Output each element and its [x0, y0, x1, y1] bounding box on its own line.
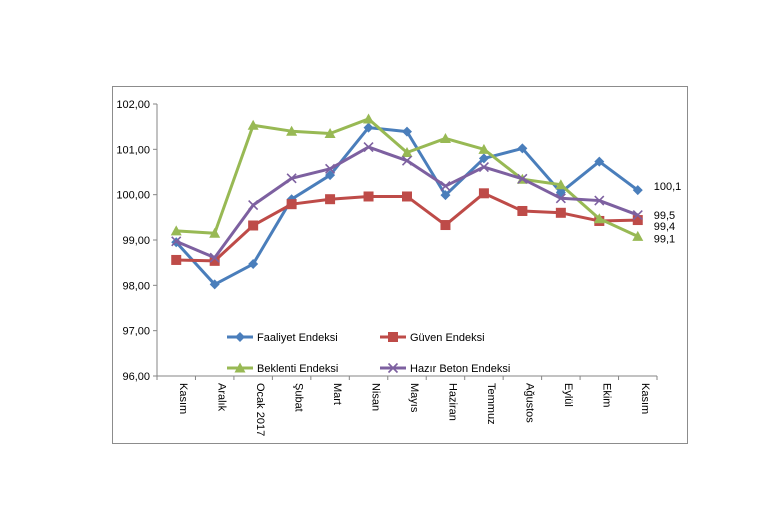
legend-marker: [387, 362, 399, 374]
legend-item: Faaliyet Endeksi: [227, 332, 338, 344]
data-point: [440, 180, 451, 192]
y-tick-label: 100,00: [116, 190, 150, 202]
data-point: [517, 143, 528, 154]
data-point: [209, 227, 221, 238]
data-point: [363, 191, 374, 202]
data-point: [209, 255, 220, 266]
chart-legend: Faaliyet Endeksi Güven Endeksi Beklenti En…: [227, 332, 510, 375]
legend-label: Güven Endeksi: [410, 332, 485, 344]
data-point: [632, 230, 644, 241]
legend-item: Beklenti Endeksi: [227, 362, 338, 375]
y-tick-label: 101,00: [116, 144, 150, 156]
data-point: [555, 193, 566, 204]
data-point: [324, 127, 336, 138]
x-tick-label: Eylül: [562, 383, 574, 407]
legend-marker: [235, 332, 245, 342]
data-point: [594, 195, 605, 206]
data-point: [555, 207, 566, 218]
data-point: [171, 236, 182, 247]
x-tick-label: Temmuz: [485, 383, 497, 425]
data-point: [363, 113, 375, 124]
data-point: [632, 210, 643, 221]
data-point: [325, 163, 336, 174]
data-point: [517, 205, 528, 216]
data-point: [363, 142, 374, 153]
series-line: [175, 145, 639, 260]
data-label: 100,1: [654, 181, 682, 193]
data-point: [286, 125, 298, 136]
data-point: [209, 252, 220, 263]
data-point: [593, 213, 605, 224]
data-point: [632, 215, 643, 226]
data-point: [440, 220, 451, 231]
chart-axes: [156, 104, 657, 377]
data-point: [363, 122, 374, 133]
x-tick-label: Haziran: [446, 383, 458, 421]
x-tick-label: Ekim: [600, 383, 612, 407]
data-point: [478, 153, 489, 164]
x-tick-label: Ocak 2017: [254, 383, 266, 436]
chart-series: [170, 113, 644, 290]
series-line: [176, 191, 638, 263]
line-chart: 96,00 97,00 98,00 99,00 100,00 101,00 102,00 K…: [116, 99, 682, 436]
data-point: [594, 156, 605, 167]
data-point: [325, 194, 336, 205]
series-haz-r-beton-endeksi: [171, 142, 643, 263]
data-point: [248, 220, 259, 231]
data-point: [170, 225, 182, 236]
data-point: [478, 161, 489, 173]
data-point: [171, 254, 182, 265]
y-tick-label: 96,00: [122, 371, 150, 383]
x-tick-label: Şubat: [293, 383, 305, 412]
x-tick-label: Kasım: [177, 383, 189, 414]
data-point: [478, 188, 489, 199]
data-point: [325, 170, 336, 181]
data-point: [402, 126, 412, 137]
y-tick-label: 99,00: [122, 235, 150, 247]
y-tick-label: 102,00: [116, 99, 150, 111]
data-point: [440, 190, 451, 201]
data-point: [401, 155, 413, 166]
data-point: [286, 199, 297, 210]
data-label: 99,1: [654, 233, 675, 245]
x-tick-label: Mart: [331, 383, 343, 405]
data-point: [517, 173, 528, 184]
legend-label: Hazır Beton Endeksi: [410, 363, 510, 375]
data-point: [286, 173, 297, 184]
x-tick-label: Aralık: [216, 383, 228, 412]
chart-annotations: 100,1 99,599,499,1: [654, 181, 682, 245]
y-tick-label: 97,00: [122, 326, 150, 338]
x-tick-label: Mayıs: [408, 383, 420, 413]
y-axis-ticks: 96,00 97,00 98,00 99,00 100,00 101,00 102,00: [116, 99, 157, 383]
x-axis-ticks: Kasım Aralık Ocak 2017 Şubat Mart Nisan Mayıs H…: [156, 376, 658, 436]
legend-item: Güven Endeksi: [380, 332, 485, 344]
legend-marker: [234, 362, 246, 373]
data-label: 99,4: [654, 221, 675, 233]
x-tick-label: Ağustos: [523, 383, 535, 423]
legend-label: Beklenti Endeksi: [257, 363, 338, 375]
legend-marker: [388, 332, 398, 342]
data-label: 99,5: [654, 210, 675, 222]
data-point: [401, 147, 413, 158]
data-point: [632, 185, 643, 196]
data-point: [248, 200, 259, 211]
data-point: [478, 143, 490, 154]
chart-frame: 96,00 97,00 98,00 99,00 100,00 101,00 102,00 K…: [112, 86, 688, 444]
x-tick-label: Kasım: [639, 383, 651, 414]
data-point: [439, 132, 451, 143]
legend-label: Faaliyet Endeksi: [257, 332, 338, 344]
data-point: [247, 119, 259, 130]
data-point: [402, 191, 412, 202]
x-tick-label: Nisan: [370, 383, 382, 411]
data-point: [555, 179, 567, 190]
data-point: [209, 279, 220, 290]
data-point: [248, 259, 259, 270]
legend-item: Hazır Beton Endeksi: [380, 362, 510, 375]
y-tick-label: 98,00: [122, 280, 150, 292]
